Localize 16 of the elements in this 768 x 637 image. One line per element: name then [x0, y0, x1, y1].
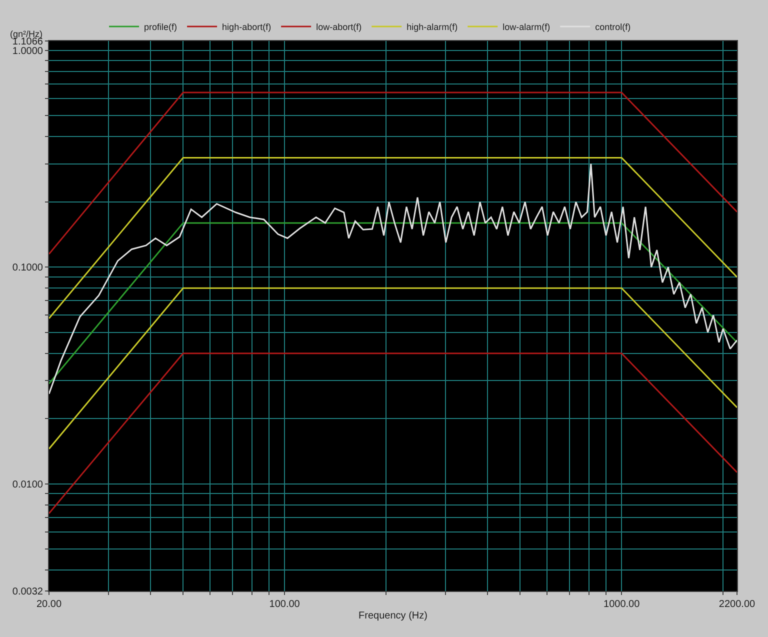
y-tick-label: 1.0000 — [12, 46, 44, 58]
legend-label: low-abort(f) — [316, 22, 362, 32]
y-tick-label: 0.1000 — [12, 262, 44, 274]
x-tick-label: 20.00 — [36, 599, 62, 610]
x-tick-label: 1000.00 — [604, 599, 640, 610]
y-tick-label: 0.0032 — [12, 586, 44, 598]
x-tick-label: 2200.00 — [718, 599, 756, 610]
legend-label: high-alarm(f) — [406, 22, 458, 32]
legend-label: control(f) — [595, 22, 631, 32]
y-axis-title: (gn²/Hz) — [10, 29, 43, 39]
legend-label: low-alarm(f) — [502, 22, 550, 32]
x-axis-title: Frequency (Hz) — [358, 610, 428, 622]
x-tick-label: 100.00 — [269, 599, 300, 610]
legend-label: high-abort(f) — [222, 22, 272, 32]
legend-label: profile(f) — [144, 22, 178, 32]
y-tick-label: 0.0100 — [12, 479, 44, 490]
